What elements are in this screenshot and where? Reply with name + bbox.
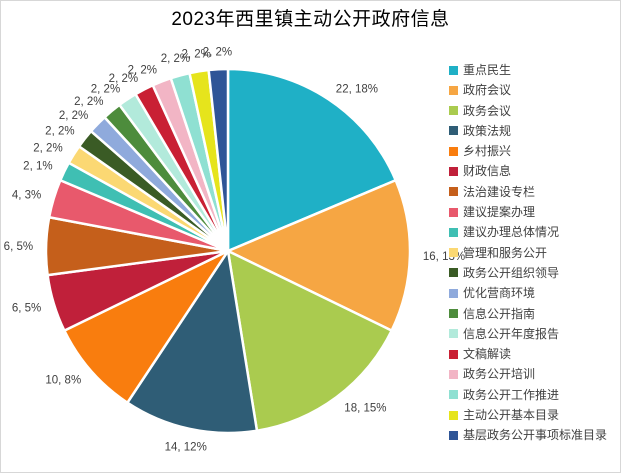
legend-swatch-icon (449, 187, 458, 197)
legend-swatch-icon (449, 288, 458, 298)
pie-data-labels-group: 22, 18%16, 13%18, 15%14, 12%10, 8%6, 5%6… (4, 46, 465, 453)
pie-slice[interactable] (126, 249, 259, 435)
legend-swatch-icon (449, 85, 458, 95)
pie-data-label: 2, 2% (33, 143, 62, 155)
legend-item[interactable]: 信息公开年度报告 (449, 328, 607, 340)
legend-item-label: 政务公开工作推进 (463, 387, 560, 402)
legend-item[interactable]: 信息公开指南 (449, 308, 607, 320)
legend-swatch-icon (449, 248, 458, 258)
legend-item-label: 重点民生 (463, 63, 512, 77)
legend-item-label: 财政信息 (463, 164, 512, 179)
legend-item[interactable]: 政府会议 (449, 84, 607, 96)
pie-data-label: 2, 2% (203, 46, 232, 58)
legend-swatch-icon (449, 207, 458, 217)
legend-item[interactable]: 基层政务公开事项标准目录 (449, 429, 607, 441)
pie-data-label: 10, 8% (45, 374, 81, 386)
legend-item-label: 法治建设专栏 (463, 184, 536, 199)
legend-swatch-icon (449, 410, 458, 420)
legend-swatch-icon (449, 430, 458, 440)
legend-swatch-icon (449, 390, 458, 400)
legend-swatch-icon (449, 369, 458, 379)
legend-item-label: 政务会议 (463, 103, 512, 118)
legend-item-label: 建议提案办理 (463, 205, 536, 220)
pie-slice[interactable] (63, 249, 230, 404)
pie-data-label: 2, 2% (59, 110, 88, 122)
pie-data-label: 18, 15% (344, 403, 386, 415)
legend-swatch-icon (449, 106, 458, 116)
legend-item-label: 建议办理总体情况 (463, 225, 560, 240)
legend-item-label: 基层政务公开事项标准目录 (463, 428, 608, 443)
legend-item-label: 信息公开年度报告 (463, 326, 560, 341)
legend-swatch-icon (449, 349, 458, 359)
legend-item-label: 乡村振兴 (463, 144, 512, 159)
legend-swatch-icon (449, 166, 458, 176)
pie-data-label: 2, 2% (161, 53, 190, 65)
pie-data-label: 6, 5% (4, 241, 33, 253)
legend-swatch-icon (449, 126, 458, 136)
legend-item-label: 政务公开培训 (463, 367, 536, 382)
pie-data-label: 2, 2% (181, 49, 210, 61)
legend-swatch-icon (449, 268, 458, 278)
pie-slice[interactable] (226, 67, 397, 253)
pie-slices-group (44, 67, 412, 435)
legend-swatch-icon (449, 65, 458, 75)
pie-data-label: 14, 12% (165, 442, 207, 454)
legend-item[interactable]: 财政信息 (449, 165, 607, 177)
legend-item-label: 优化营商环境 (463, 286, 536, 301)
legend-item[interactable]: 文稿解读 (449, 348, 607, 360)
legend-item-label: 政府会议 (463, 83, 512, 98)
legend: 重点民生政府会议政务会议政策法规乡村振兴财政信息法治建设专栏 建议提案办理建议办理… (449, 64, 607, 441)
legend-item-label: 主动公开基本目录 (463, 408, 560, 423)
legend-item[interactable]: 乡村振兴 (449, 145, 607, 157)
pie-data-label: 6, 5% (12, 302, 41, 314)
pie-data-label: 22, 18% (336, 84, 378, 96)
legend-item-label: 管理和服务公开 (463, 245, 548, 260)
legend-item[interactable]: 建议提案办理 (449, 206, 607, 218)
pie-data-label: 2, 1% (23, 161, 52, 173)
legend-swatch-icon (449, 227, 458, 237)
legend-item[interactable]: 法治建设专栏 (449, 186, 607, 198)
legend-item[interactable]: 政务公开培训 (449, 368, 607, 380)
pie-data-label: 2, 2% (74, 96, 103, 108)
pie-data-label: 2, 2% (128, 64, 157, 76)
legend-item[interactable]: 政务公开工作推进 (449, 389, 607, 401)
pie-data-label: 4, 3% (12, 190, 41, 202)
pie-slice[interactable] (226, 249, 393, 432)
legend-item-label: 政务公开组织领导 (463, 265, 560, 280)
legend-item[interactable]: 重点民生 (449, 64, 607, 76)
pie-slice[interactable] (226, 178, 412, 332)
legend-item[interactable]: 政务会议 (449, 105, 607, 117)
legend-swatch-icon (449, 146, 458, 156)
legend-swatch-icon (449, 329, 458, 339)
legend-item-label: 信息公开指南 (463, 306, 536, 321)
legend-item[interactable]: 政策法规 (449, 125, 607, 137)
legend-swatch-icon (449, 309, 458, 319)
legend-item-label: 文稿解读 (463, 347, 512, 362)
chart-title: 2023年西里镇主动公开政府信息 (171, 9, 450, 30)
pie-slice[interactable] (207, 67, 230, 253)
pie-data-label: 2, 2% (109, 73, 138, 85)
legend-item[interactable]: 政务公开组织领导 (449, 267, 607, 279)
legend-item[interactable]: 优化营商环境 (449, 287, 607, 299)
legend-item-label: 政策法规 (463, 123, 512, 138)
pie-data-label: 2, 2% (45, 126, 74, 138)
legend-item[interactable]: 建议办理总体情况 (449, 226, 607, 238)
legend-item[interactable]: 管理和服务公开 (449, 247, 607, 259)
legend-item[interactable]: 主动公开基本目录 (449, 409, 607, 421)
pie-data-label: 2, 2% (91, 84, 120, 96)
